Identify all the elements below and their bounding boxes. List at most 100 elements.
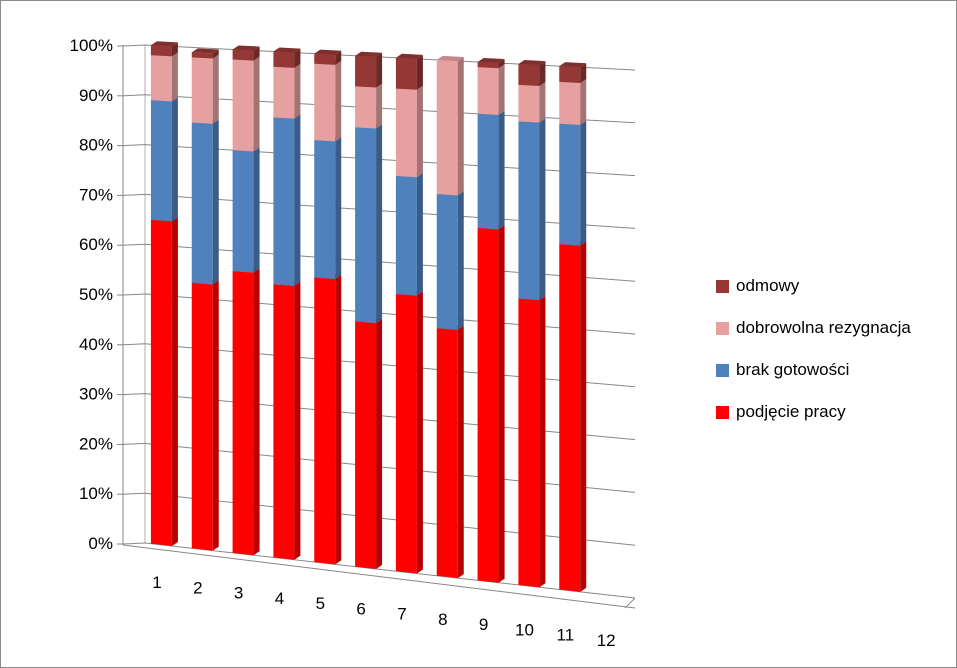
- bar-segment: [150, 219, 172, 547]
- y-tick-label: 60%: [79, 235, 113, 254]
- bar-side: [416, 85, 423, 178]
- bar-segment: [314, 277, 336, 565]
- bar-side: [212, 280, 219, 551]
- bar-segment: [436, 59, 458, 196]
- bar-segment: [395, 175, 417, 296]
- bar-side: [580, 120, 587, 246]
- bar-side: [253, 46, 260, 61]
- legend: odmowy dobrowolna rezygnacja brak gotowo…: [716, 272, 951, 440]
- y-tick-label: 20%: [79, 434, 113, 453]
- gridline: [122, 492, 636, 546]
- gridline: [122, 542, 636, 599]
- bar-side: [335, 60, 342, 142]
- bar-segment: [355, 127, 377, 324]
- bar-top: [395, 53, 423, 59]
- gridline: [122, 193, 636, 229]
- legend-item-dobrowolna-rezygnacja: dobrowolna rezygnacja: [716, 314, 951, 342]
- y-tick-label: 10%: [79, 484, 113, 503]
- legend-label: brak gotowości: [736, 360, 850, 379]
- x-tick-label: 9: [479, 615, 488, 634]
- bar-side: [457, 191, 464, 330]
- bar-segment: [273, 284, 295, 560]
- bar-side: [580, 241, 587, 592]
- bar-side: [294, 63, 301, 119]
- bar-segment: [273, 117, 295, 286]
- y-tick-label: 90%: [79, 86, 113, 105]
- y-tick-label: 100%: [70, 36, 113, 55]
- x-axis-ticks: 1 2 3 4 5 6 7 8 9 10 11 12: [152, 573, 615, 650]
- y-axis-ticks: 0% 10% 20% 30% 40% 50% 60% 70% 80% 90% 100%: [70, 36, 113, 553]
- bar-segment: [518, 64, 540, 87]
- bar-segment: [559, 244, 581, 592]
- x-tick-label: 4: [275, 589, 284, 608]
- y-tick-label: 50%: [79, 285, 113, 304]
- bar-side: [416, 54, 423, 90]
- bar-side: [498, 59, 505, 69]
- bar-side: [253, 147, 260, 273]
- bar-segment: [355, 86, 377, 129]
- bar-segment: [477, 227, 499, 583]
- bar-segment: [273, 51, 295, 68]
- x-tick-label: 8: [438, 610, 447, 629]
- bar-segment: [150, 55, 172, 102]
- bar-top: [314, 49, 342, 55]
- bar-top: [436, 55, 464, 61]
- x-axis-line: [122, 544, 636, 609]
- bar-side: [539, 61, 546, 87]
- bar-segment: [395, 88, 417, 178]
- bar-side: [171, 52, 178, 102]
- y-tick-label: 80%: [79, 136, 113, 155]
- bar-side: [335, 274, 342, 565]
- bar-top: [150, 41, 178, 47]
- bar-top: [518, 60, 546, 66]
- bars: [150, 41, 587, 592]
- bar-segment: [314, 140, 336, 279]
- bar-side: [171, 217, 178, 547]
- bar-segment: [395, 293, 417, 574]
- y-tick-label: 0%: [88, 534, 113, 553]
- bar-segment: [518, 84, 540, 123]
- bar-side: [416, 173, 423, 296]
- legend-item-brak-gotowosci: brak gotowości: [716, 356, 951, 384]
- bar-side: [376, 319, 383, 569]
- floor-edge: [624, 597, 636, 609]
- bar-side: [376, 124, 383, 324]
- bar-segment: [314, 53, 336, 65]
- bar-side: [212, 49, 219, 59]
- bar-side: [498, 111, 505, 230]
- bar-segment: [314, 63, 336, 142]
- bar-top: [559, 62, 587, 68]
- bar-segment: [355, 55, 377, 88]
- gridlines: [117, 44, 636, 599]
- legend-label: dobrowolna rezygnacja: [736, 318, 911, 337]
- bar-segment: [355, 321, 377, 569]
- bar-segment: [150, 45, 172, 57]
- gridline: [122, 293, 636, 335]
- bar-top: [191, 48, 219, 54]
- gridline: [122, 144, 636, 177]
- x-tick-label: 10: [515, 620, 534, 639]
- bar-side: [171, 42, 178, 57]
- bar-side: [294, 114, 301, 286]
- bar-side: [498, 64, 505, 116]
- bar-segment: [518, 298, 540, 588]
- bar-top: [477, 57, 505, 64]
- bar-segment: [232, 59, 254, 152]
- gridline: [122, 94, 636, 124]
- x-tick-label: 2: [193, 578, 202, 597]
- bar-side: [335, 50, 342, 65]
- bar-segment: [273, 66, 295, 119]
- x-tick-label: 12: [597, 631, 616, 650]
- bar-side: [212, 119, 219, 285]
- x-tick-label: 1: [152, 573, 161, 592]
- bar-side: [539, 118, 546, 301]
- bar-side: [457, 56, 464, 196]
- bar-side: [212, 54, 219, 124]
- bar-side: [376, 83, 383, 129]
- bar-top: [232, 45, 260, 51]
- bar-segment: [559, 66, 581, 83]
- legend-label: odmowy: [736, 276, 800, 295]
- x-tick-label: 3: [234, 584, 243, 603]
- bar-segment: [395, 57, 417, 90]
- bar-segment: [559, 81, 581, 125]
